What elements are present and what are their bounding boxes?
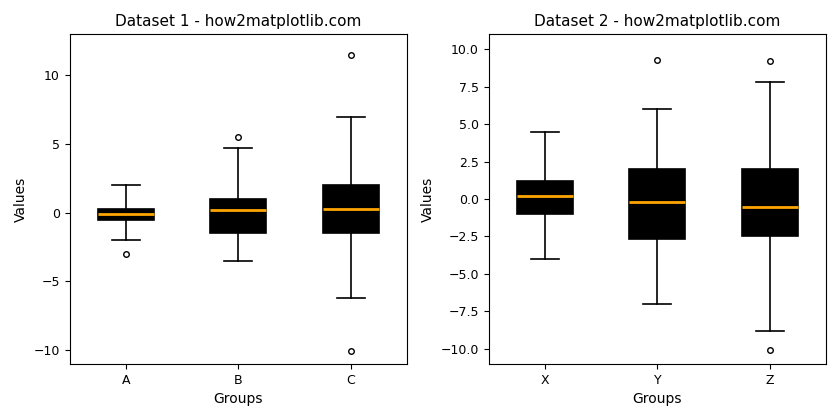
PathPatch shape [742, 169, 798, 236]
PathPatch shape [97, 209, 154, 220]
PathPatch shape [517, 181, 573, 214]
Title: Dataset 2 - how2matplotlib.com: Dataset 2 - how2matplotlib.com [534, 14, 780, 29]
PathPatch shape [629, 169, 685, 239]
X-axis label: Groups: Groups [633, 392, 682, 406]
Title: Dataset 1 - how2matplotlib.com: Dataset 1 - how2matplotlib.com [115, 14, 361, 29]
Y-axis label: Values: Values [14, 176, 28, 222]
Y-axis label: Values: Values [421, 176, 435, 222]
PathPatch shape [323, 185, 379, 234]
PathPatch shape [210, 199, 266, 234]
X-axis label: Groups: Groups [213, 392, 263, 406]
